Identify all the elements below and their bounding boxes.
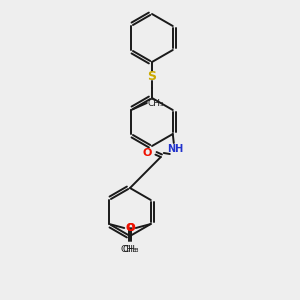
Text: O: O	[142, 148, 152, 158]
Text: CH₃: CH₃	[123, 245, 140, 254]
Text: O: O	[125, 223, 134, 233]
Text: O: O	[126, 223, 135, 233]
Text: NH: NH	[167, 144, 183, 154]
Text: CH₃: CH₃	[148, 98, 164, 107]
Text: S: S	[148, 70, 157, 83]
Text: CH₃: CH₃	[121, 245, 137, 254]
